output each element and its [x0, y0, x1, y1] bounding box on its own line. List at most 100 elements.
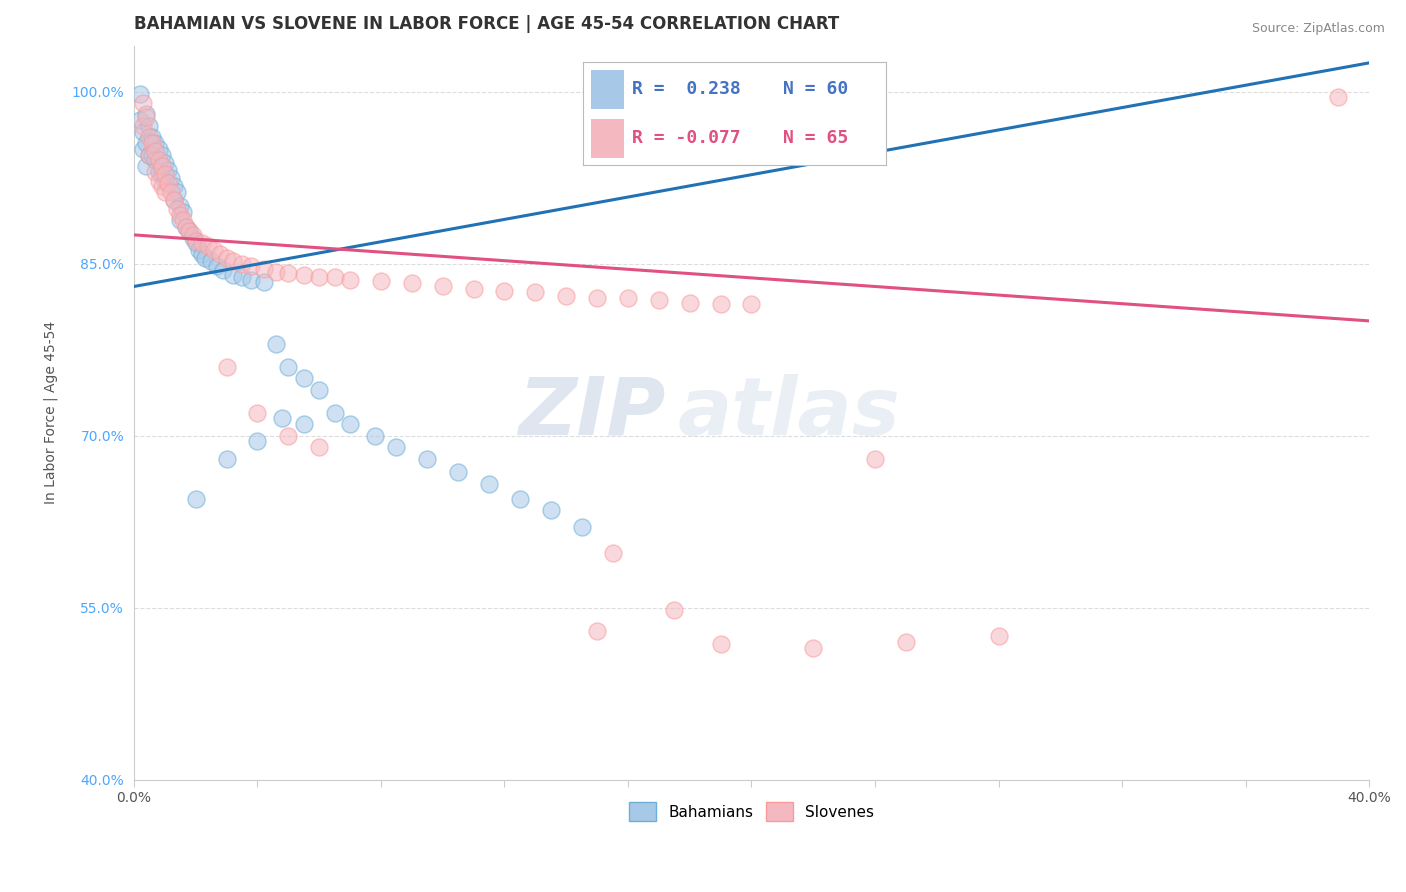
Point [135, 159, 157, 173]
Text: atlas: atlas [678, 374, 900, 451]
Point [292, 268, 315, 282]
Point [586, 624, 609, 638]
Point [571, 520, 593, 534]
Point [150, 159, 173, 173]
Point [364, 428, 387, 442]
Point [194, 251, 217, 265]
Point [166, 202, 188, 216]
Point [664, 603, 686, 617]
Point [163, 194, 186, 208]
Point [246, 406, 269, 420]
Point [200, 254, 222, 268]
Point [215, 451, 238, 466]
Point [271, 411, 294, 425]
Point [207, 259, 229, 273]
Point [176, 219, 198, 234]
Point [339, 417, 361, 431]
Point [184, 491, 207, 506]
Point [264, 264, 287, 278]
Point [150, 167, 173, 181]
Point [432, 279, 454, 293]
Point [231, 270, 253, 285]
Point [586, 291, 609, 305]
Point [141, 136, 163, 150]
Point [132, 95, 155, 110]
Point [163, 178, 186, 193]
Point [191, 247, 214, 261]
Point [184, 235, 207, 250]
Point [215, 359, 238, 374]
Point [150, 147, 173, 161]
Point [478, 476, 501, 491]
Point [172, 205, 194, 219]
Point [138, 147, 160, 161]
Point [156, 162, 179, 177]
Point [339, 272, 361, 286]
Point [447, 465, 470, 479]
Point [166, 186, 188, 200]
Point [648, 293, 671, 308]
Point [181, 231, 204, 245]
Point [169, 199, 191, 213]
Text: N = 60: N = 60 [783, 80, 848, 98]
Point [308, 270, 330, 285]
Point [463, 282, 485, 296]
Point [129, 87, 152, 101]
Point [323, 406, 346, 420]
Point [246, 434, 269, 449]
Point [153, 186, 176, 200]
Point [138, 147, 160, 161]
Point [160, 186, 183, 200]
Point [987, 629, 1010, 643]
Point [141, 147, 163, 161]
Point [145, 136, 167, 150]
Point [602, 545, 624, 559]
Point [148, 142, 170, 156]
Point [145, 144, 167, 158]
Point [801, 640, 824, 655]
Point [679, 295, 702, 310]
Point [160, 170, 183, 185]
Point [277, 428, 299, 442]
Point [710, 296, 733, 310]
Point [135, 110, 157, 124]
Point [153, 167, 176, 181]
Point [509, 491, 531, 506]
Point [132, 142, 155, 156]
Point [894, 635, 917, 649]
FancyBboxPatch shape [591, 119, 624, 158]
Point [191, 235, 214, 250]
Point [129, 113, 152, 128]
Point [187, 243, 209, 257]
Point [540, 503, 562, 517]
Text: R =  0.238: R = 0.238 [631, 80, 741, 98]
Point [617, 291, 640, 305]
Point [153, 155, 176, 169]
Point [181, 227, 204, 242]
Point [240, 259, 263, 273]
Point [308, 440, 330, 454]
Point [145, 165, 167, 179]
Point [555, 288, 578, 302]
Point [277, 266, 299, 280]
FancyBboxPatch shape [591, 70, 624, 109]
Point [179, 224, 201, 238]
Point [148, 174, 170, 188]
Point [197, 239, 219, 253]
Text: BAHAMIAN VS SLOVENE IN LABOR FORCE | AGE 45-54 CORRELATION CHART: BAHAMIAN VS SLOVENE IN LABOR FORCE | AGE… [134, 15, 839, 33]
Point [209, 247, 232, 261]
Point [292, 371, 315, 385]
Point [370, 274, 392, 288]
Point [141, 130, 163, 145]
Point [710, 637, 733, 651]
Point [132, 125, 155, 139]
Point [176, 219, 198, 234]
Text: Source: ZipAtlas.com: Source: ZipAtlas.com [1251, 22, 1385, 36]
Y-axis label: In Labor Force | Age 45-54: In Labor Force | Age 45-54 [44, 321, 58, 504]
Point [153, 174, 176, 188]
Point [148, 153, 170, 168]
Point [212, 263, 235, 277]
Point [1327, 90, 1350, 104]
Point [163, 194, 186, 208]
Point [184, 234, 207, 248]
